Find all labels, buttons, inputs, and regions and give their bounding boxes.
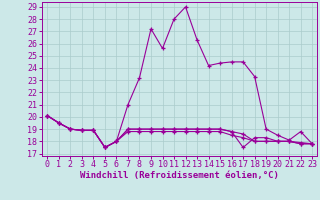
- X-axis label: Windchill (Refroidissement éolien,°C): Windchill (Refroidissement éolien,°C): [80, 171, 279, 180]
